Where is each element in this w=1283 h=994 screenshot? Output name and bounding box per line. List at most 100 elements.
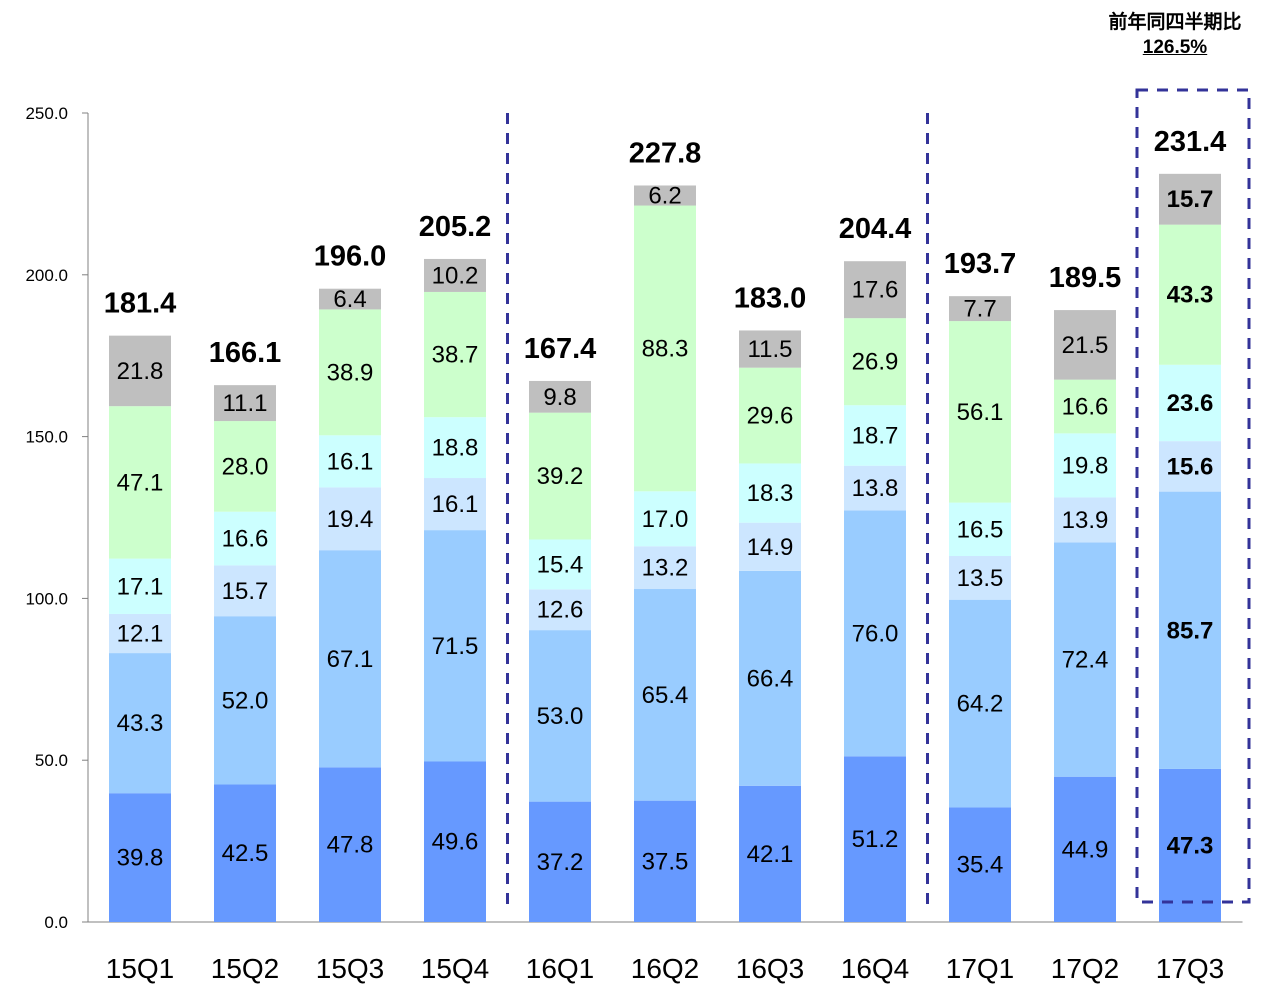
- data-label: 43.3: [1167, 282, 1214, 309]
- total-label: 231.4: [1154, 126, 1227, 158]
- data-label: 19.8: [1062, 452, 1109, 479]
- data-label: 47.8: [327, 832, 374, 859]
- bar-segment: [634, 589, 696, 801]
- y-tick-label: 0.0: [44, 913, 68, 932]
- bar-segment: [319, 309, 381, 436]
- total-label: 189.5: [1049, 262, 1122, 294]
- bar-segment: [634, 185, 696, 206]
- data-label: 15.7: [222, 578, 269, 605]
- data-label: 53.0: [537, 703, 584, 730]
- bar-segment: [529, 539, 591, 590]
- data-label: 85.7: [1167, 617, 1214, 644]
- data-label: 16.5: [957, 516, 1004, 543]
- bar-segment: [634, 546, 696, 590]
- data-label: 42.5: [222, 840, 269, 867]
- data-label: 51.2: [852, 826, 899, 853]
- data-label: 17.1: [117, 573, 164, 600]
- data-label: 13.5: [957, 565, 1004, 592]
- total-label: 205.2: [419, 211, 492, 243]
- x-tick-label: 15Q4: [421, 953, 490, 984]
- x-tick-label: 17Q3: [1156, 953, 1225, 984]
- data-label: 14.9: [747, 534, 794, 561]
- bar-segment: [634, 800, 696, 922]
- y-tick-label: 250.0: [25, 104, 68, 123]
- bar-segment: [739, 463, 801, 523]
- data-label: 39.8: [117, 845, 164, 872]
- bar-segment: [529, 801, 591, 922]
- data-label: 47.3: [1167, 832, 1214, 859]
- data-label: 15.6: [1167, 453, 1214, 480]
- bar-segment: [739, 785, 801, 922]
- data-label: 15.7: [1167, 186, 1214, 213]
- bar-segment: [739, 330, 801, 368]
- bar-segment: [949, 502, 1011, 557]
- data-label: 11.5: [748, 336, 793, 363]
- bar-segment: [424, 417, 486, 479]
- data-label: 16.1: [327, 448, 374, 475]
- bar-segment: [214, 511, 276, 566]
- data-label: 67.1: [327, 646, 374, 673]
- bar-segment: [319, 550, 381, 768]
- bar-segment: [1159, 224, 1221, 365]
- data-label: 26.9: [852, 349, 899, 376]
- bar-segment: [844, 756, 906, 922]
- bar-segment: [1159, 441, 1221, 492]
- data-label: 16.6: [1062, 394, 1109, 421]
- bar-segment: [634, 491, 696, 547]
- bar-segment: [1054, 379, 1116, 434]
- data-label: 64.2: [957, 691, 1004, 718]
- bar-segment: [739, 367, 801, 464]
- bar-segment: [214, 385, 276, 422]
- data-label: 65.4: [642, 682, 689, 709]
- data-label: 21.8: [117, 358, 164, 385]
- bar-segment: [1054, 310, 1116, 380]
- bar-segment: [214, 565, 276, 617]
- x-tick-label: 15Q3: [316, 953, 385, 984]
- x-tick-label: 16Q3: [736, 953, 805, 984]
- x-tick-label: 17Q1: [946, 953, 1015, 984]
- bar-segment: [1054, 497, 1116, 543]
- data-label: 52.0: [222, 687, 269, 714]
- bar-segment: [109, 335, 171, 407]
- data-label: 19.4: [327, 506, 374, 533]
- bar-segment: [424, 761, 486, 922]
- total-label: 227.8: [629, 137, 702, 169]
- bar-segment: [1159, 491, 1221, 769]
- bar-segment: [634, 205, 696, 492]
- x-tick-label: 17Q2: [1051, 953, 1120, 984]
- x-tick-label: 15Q2: [211, 953, 280, 984]
- data-label: 15.4: [537, 551, 584, 578]
- data-label: 72.4: [1062, 647, 1109, 674]
- data-label: 18.7: [852, 422, 899, 449]
- bar-segment: [319, 435, 381, 488]
- data-label: 38.7: [432, 342, 479, 369]
- data-label: 10.2: [432, 262, 479, 289]
- x-tick-label: 15Q1: [106, 953, 175, 984]
- data-label: 6.4: [333, 286, 366, 313]
- data-label: 38.9: [327, 359, 374, 386]
- data-label: 6.2: [648, 183, 681, 210]
- bar-segment: [739, 522, 801, 571]
- bar-segment: [109, 558, 171, 614]
- bar-segment: [949, 296, 1011, 322]
- bar-segment: [424, 530, 486, 762]
- bar-segment: [424, 478, 486, 531]
- data-label: 11.1: [223, 390, 268, 417]
- data-label: 47.1: [117, 469, 164, 496]
- bar-segment: [529, 630, 591, 802]
- data-label: 23.6: [1167, 390, 1214, 417]
- bar-segment: [1054, 542, 1116, 777]
- bar-segment: [844, 261, 906, 319]
- bar-segment: [529, 412, 591, 540]
- bar-segment: [1159, 364, 1221, 442]
- total-label: 204.4: [839, 213, 912, 245]
- bar-segment: [1159, 768, 1221, 922]
- data-label: 13.2: [642, 555, 689, 582]
- y-tick-label: 100.0: [25, 589, 68, 608]
- total-label: 196.0: [314, 241, 387, 273]
- total-label: 167.4: [524, 333, 597, 365]
- bar-segment: [214, 616, 276, 785]
- bar-segment: [844, 318, 906, 406]
- bar-segment: [319, 767, 381, 922]
